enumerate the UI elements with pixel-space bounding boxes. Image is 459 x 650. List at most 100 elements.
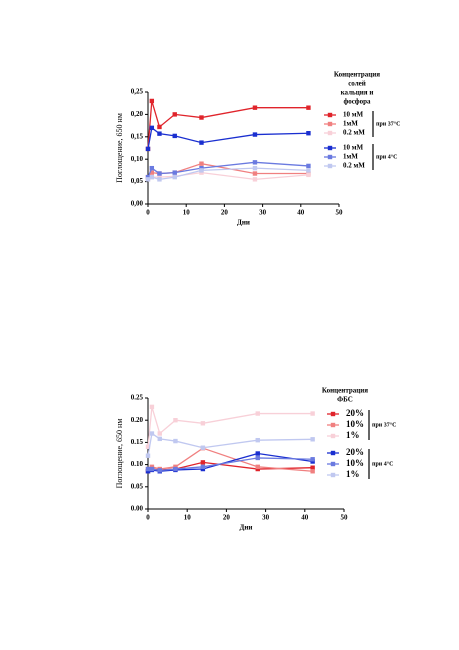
- legend-label: 0.2 мМ: [343, 129, 365, 137]
- data-point: [145, 177, 151, 182]
- data-point: [306, 131, 311, 136]
- y-tick-label: 0.15: [131, 438, 144, 446]
- data-point: [172, 112, 177, 117]
- data-point: [149, 464, 155, 470]
- data-point: [310, 459, 315, 464]
- data-point: [200, 466, 206, 472]
- data-point: [157, 436, 162, 442]
- y-tick-label: 0,10: [131, 155, 144, 163]
- legend-label: 1%: [346, 469, 360, 479]
- data-point: [255, 451, 260, 456]
- data-point: [252, 132, 258, 137]
- data-point: [306, 168, 311, 173]
- data-point: [145, 444, 151, 450]
- x-tick-label: 30: [259, 209, 267, 217]
- data-point: [310, 411, 315, 416]
- data-point: [252, 165, 258, 171]
- data-point: [157, 131, 162, 136]
- legend-label: 10%: [346, 419, 364, 429]
- legend-marker: [330, 450, 336, 456]
- y-tick-label: 0,20: [131, 110, 144, 118]
- data-point: [157, 171, 162, 176]
- x-tick-label: 0: [146, 209, 150, 217]
- data-point: [157, 174, 162, 180]
- legend-label: 1мМ: [343, 120, 358, 128]
- data-point: [149, 431, 155, 436]
- data-point: [310, 437, 315, 442]
- data-point: [157, 431, 162, 436]
- legend-title: Концентрация: [334, 71, 380, 79]
- legend-marker: [330, 433, 336, 439]
- x-tick-label: 40: [297, 209, 305, 217]
- legend-marker: [330, 472, 336, 478]
- legend-group-label: при 4°C: [372, 460, 393, 467]
- data-point: [199, 161, 204, 166]
- y-tick-label: 0,00: [131, 200, 144, 208]
- y-axis-label: Поглощение, 650 нм: [115, 419, 124, 489]
- data-point: [199, 168, 204, 173]
- data-point: [173, 466, 178, 472]
- data-point: [149, 125, 155, 131]
- x-tick-label: 0: [146, 514, 150, 522]
- data-point: [306, 105, 311, 110]
- legend-group-label: при 37°C: [372, 421, 396, 428]
- legend-marker: [327, 145, 333, 151]
- y-tick-label: 0,25: [131, 88, 144, 96]
- data-point: [255, 411, 260, 416]
- data-point: [200, 464, 206, 470]
- data-point: [157, 177, 162, 182]
- data-point: [172, 174, 177, 180]
- data-point: [252, 105, 258, 110]
- legend-label: 10 мМ: [343, 111, 364, 119]
- data-point: [200, 421, 206, 426]
- y-tick-label: 0,15: [131, 132, 144, 140]
- data-point: [149, 174, 155, 180]
- data-point: [145, 466, 151, 472]
- data-point: [199, 115, 204, 120]
- x-tick-label: 50: [341, 514, 349, 522]
- data-point: [149, 404, 155, 410]
- data-point: [200, 460, 206, 465]
- data-point: [149, 98, 155, 104]
- data-point: [310, 469, 315, 474]
- legend-group-label: при 4°C: [376, 153, 397, 160]
- x-tick-label: 10: [183, 209, 191, 217]
- legend-label: 1мМ: [343, 153, 358, 161]
- data-point: [255, 466, 260, 472]
- legend-marker: [330, 411, 336, 417]
- y-axis-label: Поглощение, 650 нм: [115, 113, 124, 183]
- legend-marker: [330, 422, 336, 428]
- x-tick-label: 10: [184, 514, 192, 522]
- legend-title: Концентрация: [322, 387, 368, 395]
- data-point: [173, 438, 178, 444]
- x-tick-label: 50: [336, 209, 344, 217]
- legend-label: 20%: [346, 447, 364, 457]
- data-point: [173, 418, 178, 423]
- data-point: [173, 464, 178, 470]
- x-tick-label: 30: [262, 514, 270, 522]
- y-tick-label: 0.00: [131, 505, 144, 513]
- x-axis-label: Дни: [240, 524, 253, 532]
- legend-label: 0.2 мМ: [343, 162, 365, 170]
- series-line: [147, 126, 309, 150]
- data-point: [172, 170, 177, 175]
- legend-group-label: при 37°C: [376, 120, 400, 127]
- data-point: [145, 146, 151, 152]
- legend-marker: [327, 163, 333, 169]
- data-point: [199, 140, 204, 145]
- y-tick-label: 0.10: [131, 460, 144, 468]
- y-tick-label: 0.25: [131, 394, 144, 402]
- data-point: [310, 465, 315, 470]
- legend-label: 10%: [346, 458, 364, 468]
- legend-marker: [330, 461, 336, 467]
- data-point: [149, 170, 155, 175]
- data-point: [310, 457, 315, 462]
- data-point: [252, 171, 258, 176]
- data-point: [255, 437, 260, 443]
- legend-title: кальция и: [341, 89, 374, 97]
- series-line: [147, 432, 313, 456]
- legend-label: 20%: [346, 408, 364, 418]
- data-point: [149, 165, 155, 171]
- data-point: [252, 177, 258, 182]
